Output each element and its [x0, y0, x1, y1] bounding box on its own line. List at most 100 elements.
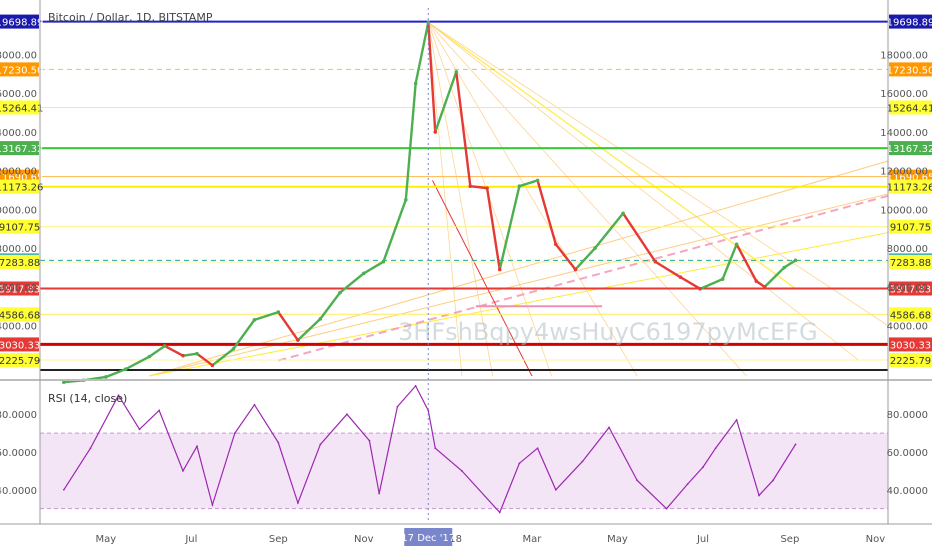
level-tag-right: 3030.33 — [890, 340, 931, 351]
price-tick-right: 12000.00 — [880, 167, 928, 178]
price-segment — [654, 260, 682, 279]
time-tick: Jul — [696, 534, 709, 545]
price-point — [426, 20, 431, 25]
price-segment — [536, 179, 558, 246]
rsi-point — [253, 403, 256, 406]
price-segment — [593, 212, 625, 250]
rsi-point — [211, 503, 214, 506]
rsi-point — [62, 488, 65, 491]
level-tag-right: 19698.89 — [887, 18, 932, 29]
price-point — [404, 197, 408, 202]
time-tick: Sep — [269, 534, 288, 545]
rsi-point — [498, 511, 501, 514]
price-segment — [211, 347, 235, 367]
price-segment — [679, 276, 702, 291]
price-point — [535, 178, 540, 183]
level-tag-right-bg — [889, 100, 932, 115]
price-point — [720, 277, 725, 281]
level-tag-left-bg — [0, 281, 39, 296]
rsi-point — [758, 494, 760, 497]
price-tick-left: 18000.00 — [0, 50, 37, 61]
rsi-line — [63, 384, 796, 514]
rsi-point — [378, 492, 381, 495]
fan-line — [427, 22, 463, 377]
price-segment — [195, 352, 214, 367]
level-tag-left-bg — [0, 337, 39, 352]
price-point — [468, 184, 473, 188]
level-tag-left: 9107.75 — [0, 223, 40, 234]
level-tag-right: 5917.83 — [890, 284, 931, 295]
rsi-point — [158, 409, 161, 412]
time-tick: Nov — [866, 534, 886, 545]
price-tick-left: 6000.00 — [0, 283, 37, 294]
price-segment — [698, 277, 724, 291]
price-point — [231, 347, 236, 351]
rsi-point — [581, 460, 584, 463]
price-segment — [404, 82, 417, 201]
level-tag-right-bg — [889, 255, 932, 270]
price-point — [554, 242, 558, 247]
rsi-point — [686, 483, 689, 486]
price-point — [318, 317, 323, 321]
rising-trend-line — [149, 160, 889, 377]
price-segment — [735, 243, 758, 283]
price-point — [782, 265, 787, 270]
level-tag-right: 15264.41 — [887, 103, 932, 114]
level-tag-left: 11173.26 — [0, 183, 43, 194]
level-tag-left-bg — [0, 307, 39, 322]
price-tick-right: 6000.00 — [887, 283, 928, 294]
price-point — [497, 267, 502, 272]
level-tag-left-bg — [0, 62, 39, 77]
rsi-point — [518, 462, 521, 465]
level-tag-right: 2225.79 — [890, 356, 931, 367]
rsi-point — [772, 479, 774, 482]
price-tick-left: 4000.00 — [0, 322, 37, 333]
price-segment — [721, 243, 738, 281]
price-point — [621, 211, 625, 216]
level-tag-right: 17230.50 — [887, 65, 932, 76]
price-point — [734, 242, 739, 247]
price-segment — [319, 291, 342, 321]
level-tag-right-bg — [889, 14, 932, 29]
price-segment — [554, 243, 577, 271]
rsi-tick-right: 60.0000 — [887, 448, 928, 459]
price-point — [195, 351, 199, 356]
level-tag-right-bg — [889, 141, 932, 156]
level-tag-right-bg — [889, 219, 932, 234]
price-point — [754, 279, 759, 283]
fan-line — [427, 22, 638, 377]
price-tick-right: 4000.00 — [887, 322, 928, 333]
price-point — [762, 285, 767, 289]
rsi-point — [554, 488, 557, 491]
price-point — [123, 367, 128, 372]
price-point — [793, 258, 798, 263]
price-segment — [277, 310, 300, 342]
price-point — [147, 354, 152, 359]
price-point — [296, 338, 300, 342]
price-segment — [362, 260, 385, 275]
level-tag-left: 2225.79 — [0, 356, 40, 367]
level-tag-left-bg — [0, 14, 39, 29]
level-tag-left-bg — [0, 179, 39, 194]
rsi-point — [414, 384, 417, 387]
price-point — [454, 70, 459, 74]
price-segment — [469, 184, 489, 190]
rsi-point — [182, 469, 184, 472]
level-tag-left-bg — [0, 353, 39, 368]
price-segment — [104, 368, 127, 379]
level-tag-left: 4586.68 — [0, 310, 40, 321]
price-point — [653, 259, 658, 264]
level-tag-left-bg — [0, 141, 39, 156]
price-point — [433, 130, 438, 134]
fan-line — [428, 22, 859, 361]
price-point — [485, 186, 489, 190]
fan-line — [427, 22, 747, 377]
rsi-point — [277, 441, 280, 444]
level-tag-left-bg — [0, 100, 39, 115]
rsi-point — [196, 445, 198, 448]
fan-line — [427, 22, 494, 377]
rsi-band — [40, 433, 888, 509]
price-segment — [124, 355, 151, 371]
price-segment — [427, 21, 437, 134]
